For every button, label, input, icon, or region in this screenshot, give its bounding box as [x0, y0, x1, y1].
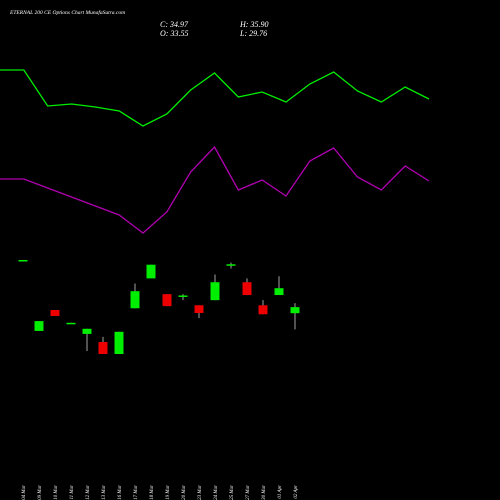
- candle-body: [50, 309, 60, 316]
- x-tick-label: 01 Apr: [278, 485, 283, 499]
- candle-body: [226, 264, 236, 266]
- candle-body: [274, 288, 284, 296]
- candle-body: [242, 282, 252, 296]
- x-tick-label: 04 Mar: [22, 485, 27, 500]
- ohlc-open: O: 33.55: [160, 29, 188, 38]
- x-tick-label: 17 Mar: [134, 485, 139, 500]
- x-tick-label: 27 Mar: [246, 485, 251, 500]
- candle-body: [258, 305, 268, 315]
- x-tick-label: 02 Apr: [294, 485, 299, 499]
- candle-body: [178, 295, 188, 297]
- candle-body: [18, 260, 28, 262]
- candle-body: [114, 331, 124, 354]
- x-tick-label: 12 Mar: [86, 485, 91, 500]
- x-tick-label: 23 Mar: [198, 485, 203, 500]
- x-tick-label: 09 Mar: [38, 485, 43, 500]
- indicator-line: [0, 145, 430, 234]
- x-tick-label: 16 Mar: [118, 485, 123, 500]
- x-tick-label: 10 Mar: [54, 485, 59, 500]
- candle-body: [210, 282, 220, 301]
- x-tick-label: 24 Mar: [214, 485, 219, 500]
- candle-body: [130, 291, 140, 309]
- ohlc-low: L: 29.76: [239, 29, 267, 38]
- candle-body: [146, 264, 156, 279]
- x-tick-label: 20 Mar: [182, 485, 187, 500]
- candle-body: [194, 305, 204, 313]
- x-tick-label: 18 Mar: [150, 485, 155, 500]
- candle-body: [34, 321, 44, 331]
- x-tick-label: 11 Mar: [70, 485, 75, 500]
- candle-body: [98, 342, 108, 354]
- x-tick-label: 30 Mar: [262, 485, 267, 500]
- candle-body: [82, 328, 92, 334]
- candle-body: [162, 294, 172, 307]
- indicator-line: [0, 69, 430, 127]
- candle-body: [290, 307, 300, 314]
- x-tick-label: 13 Mar: [102, 485, 107, 500]
- chart-title: ETERNAL 200 CE Options Chart MunafaSutra…: [9, 9, 125, 16]
- x-tick-label: 25 Mar: [230, 485, 235, 500]
- candle-body: [66, 322, 76, 325]
- x-tick-label: 19 Mar: [166, 485, 171, 500]
- ohlc-close: C: 34.97: [160, 20, 189, 29]
- ohlc-high: H: 35.90: [239, 20, 268, 29]
